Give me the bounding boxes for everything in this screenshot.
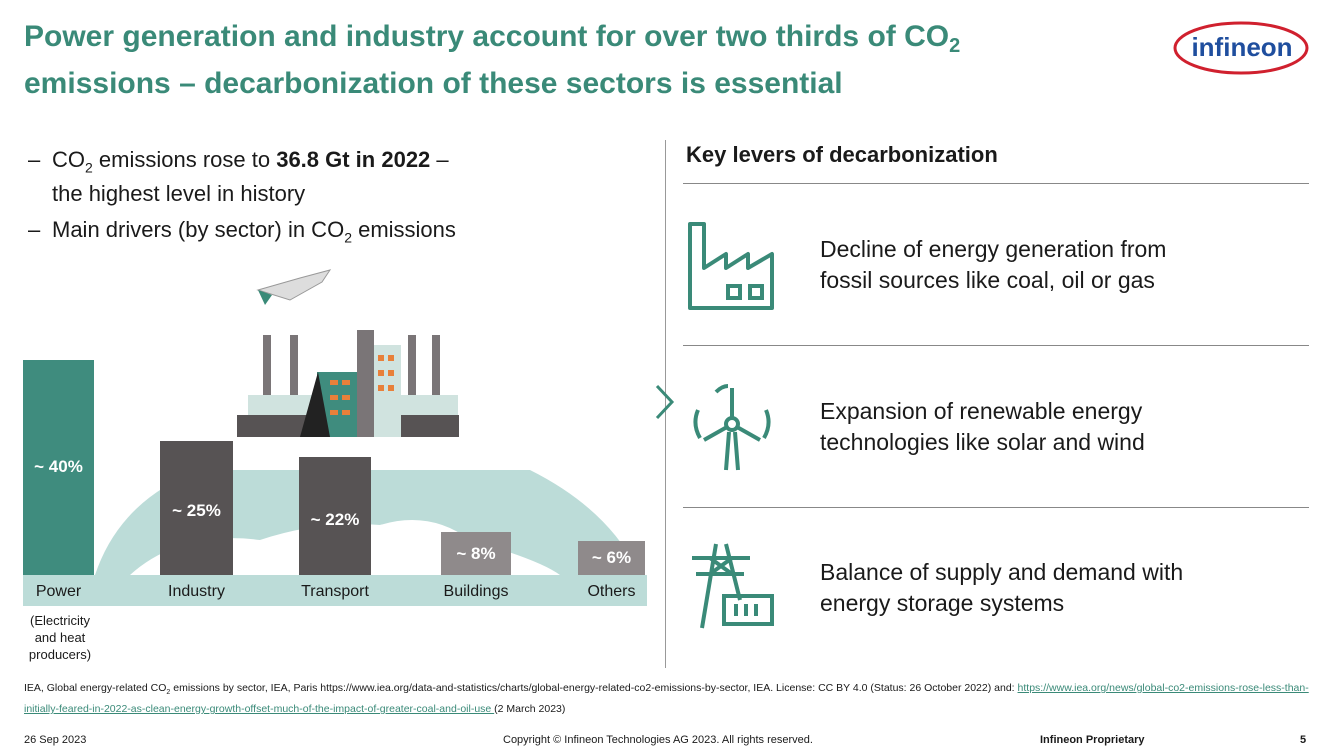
category-label: Others: [587, 583, 636, 600]
bullet-1: – CO2 emissions rose to 36.8 Gt in 2022 –: [28, 147, 449, 176]
factory-icon: [688, 222, 774, 310]
category-label: Transport: [301, 583, 369, 600]
footer-date: 26 Sep 2023: [24, 734, 87, 746]
bullet-1-cont: the highest level in history: [52, 181, 306, 206]
lever-2-text: Expansion of renewable energy technologie…: [820, 398, 1145, 455]
title-line2: emissions – decarbonization of these sec…: [24, 67, 843, 100]
bar-buildings: ~ 8%: [441, 532, 511, 575]
title-subscript: 2: [949, 35, 961, 57]
bar-value-label: ~ 40%: [34, 456, 83, 476]
category-label: Buildings: [443, 583, 509, 600]
page-number: 5: [1300, 734, 1307, 746]
divider: [683, 345, 1309, 346]
bullet-2: – Main drivers (by sector) in CO2 emissio…: [28, 217, 456, 246]
bar-value-label: ~ 22%: [310, 509, 360, 529]
title-line1: Power generation and industry account fo…: [24, 20, 950, 53]
levers-heading: Key levers of decarbonization: [686, 142, 998, 167]
bar-others: ~ 6%: [578, 541, 645, 575]
category-band: [23, 575, 647, 606]
bar-value-label: ~ 25%: [172, 501, 221, 521]
source-link[interactable]: https://www.iea.org/news/global-co2-emis…: [24, 682, 1309, 716]
bar-value-label: ~ 6%: [591, 548, 632, 567]
lever-3-text: Balance of supply and demand with energy …: [820, 559, 1184, 616]
divider: [683, 507, 1309, 508]
power-pylon-battery-icon: [692, 543, 774, 629]
footer-copyright: Copyright © Infineon Technologies AG 202…: [503, 734, 813, 746]
infineon-logo: infineon: [1173, 21, 1309, 75]
airplane-icon: [256, 269, 332, 305]
lever-1-text: Decline of energy generation from fossil …: [820, 236, 1167, 293]
power-category-note: (Electricity and heat producers): [28, 613, 92, 662]
bar-power: ~ 40%: [23, 360, 94, 575]
bar-value-label: ~ 8%: [456, 543, 496, 563]
vertical-divider: [665, 140, 666, 668]
bar-industry: ~ 25%: [160, 440, 233, 575]
svg-text:infineon: infineon: [1191, 32, 1292, 62]
category-label: Industry: [168, 583, 225, 600]
footer-classification: Infineon Proprietary: [1040, 734, 1145, 746]
factory-city-icon: [237, 330, 459, 437]
divider: [683, 183, 1309, 184]
chevron-right-icon: [655, 384, 675, 420]
slide-title: Power generation and industry account fo…: [24, 18, 1144, 103]
category-label: Power: [35, 583, 82, 600]
bar-transport: ~ 22%: [299, 456, 371, 575]
source-note: IEA, Global energy-related CO2 emissions…: [24, 682, 1309, 716]
wind-turbine-icon: [693, 384, 771, 471]
